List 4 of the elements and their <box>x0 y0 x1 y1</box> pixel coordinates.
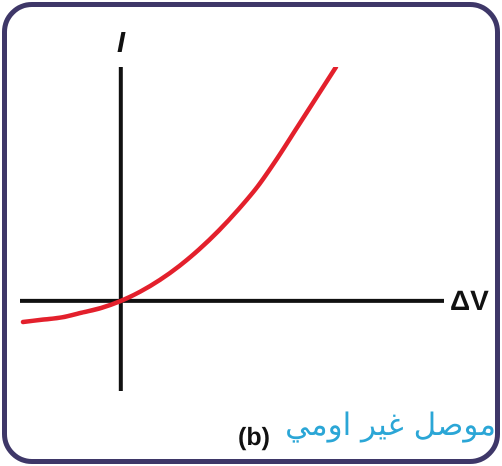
text: (b) <box>237 422 271 452</box>
text: موصل غير اومي <box>285 406 496 445</box>
y-axis-title: I <box>116 26 126 60</box>
x-axis-title: ΔV <box>450 284 489 318</box>
